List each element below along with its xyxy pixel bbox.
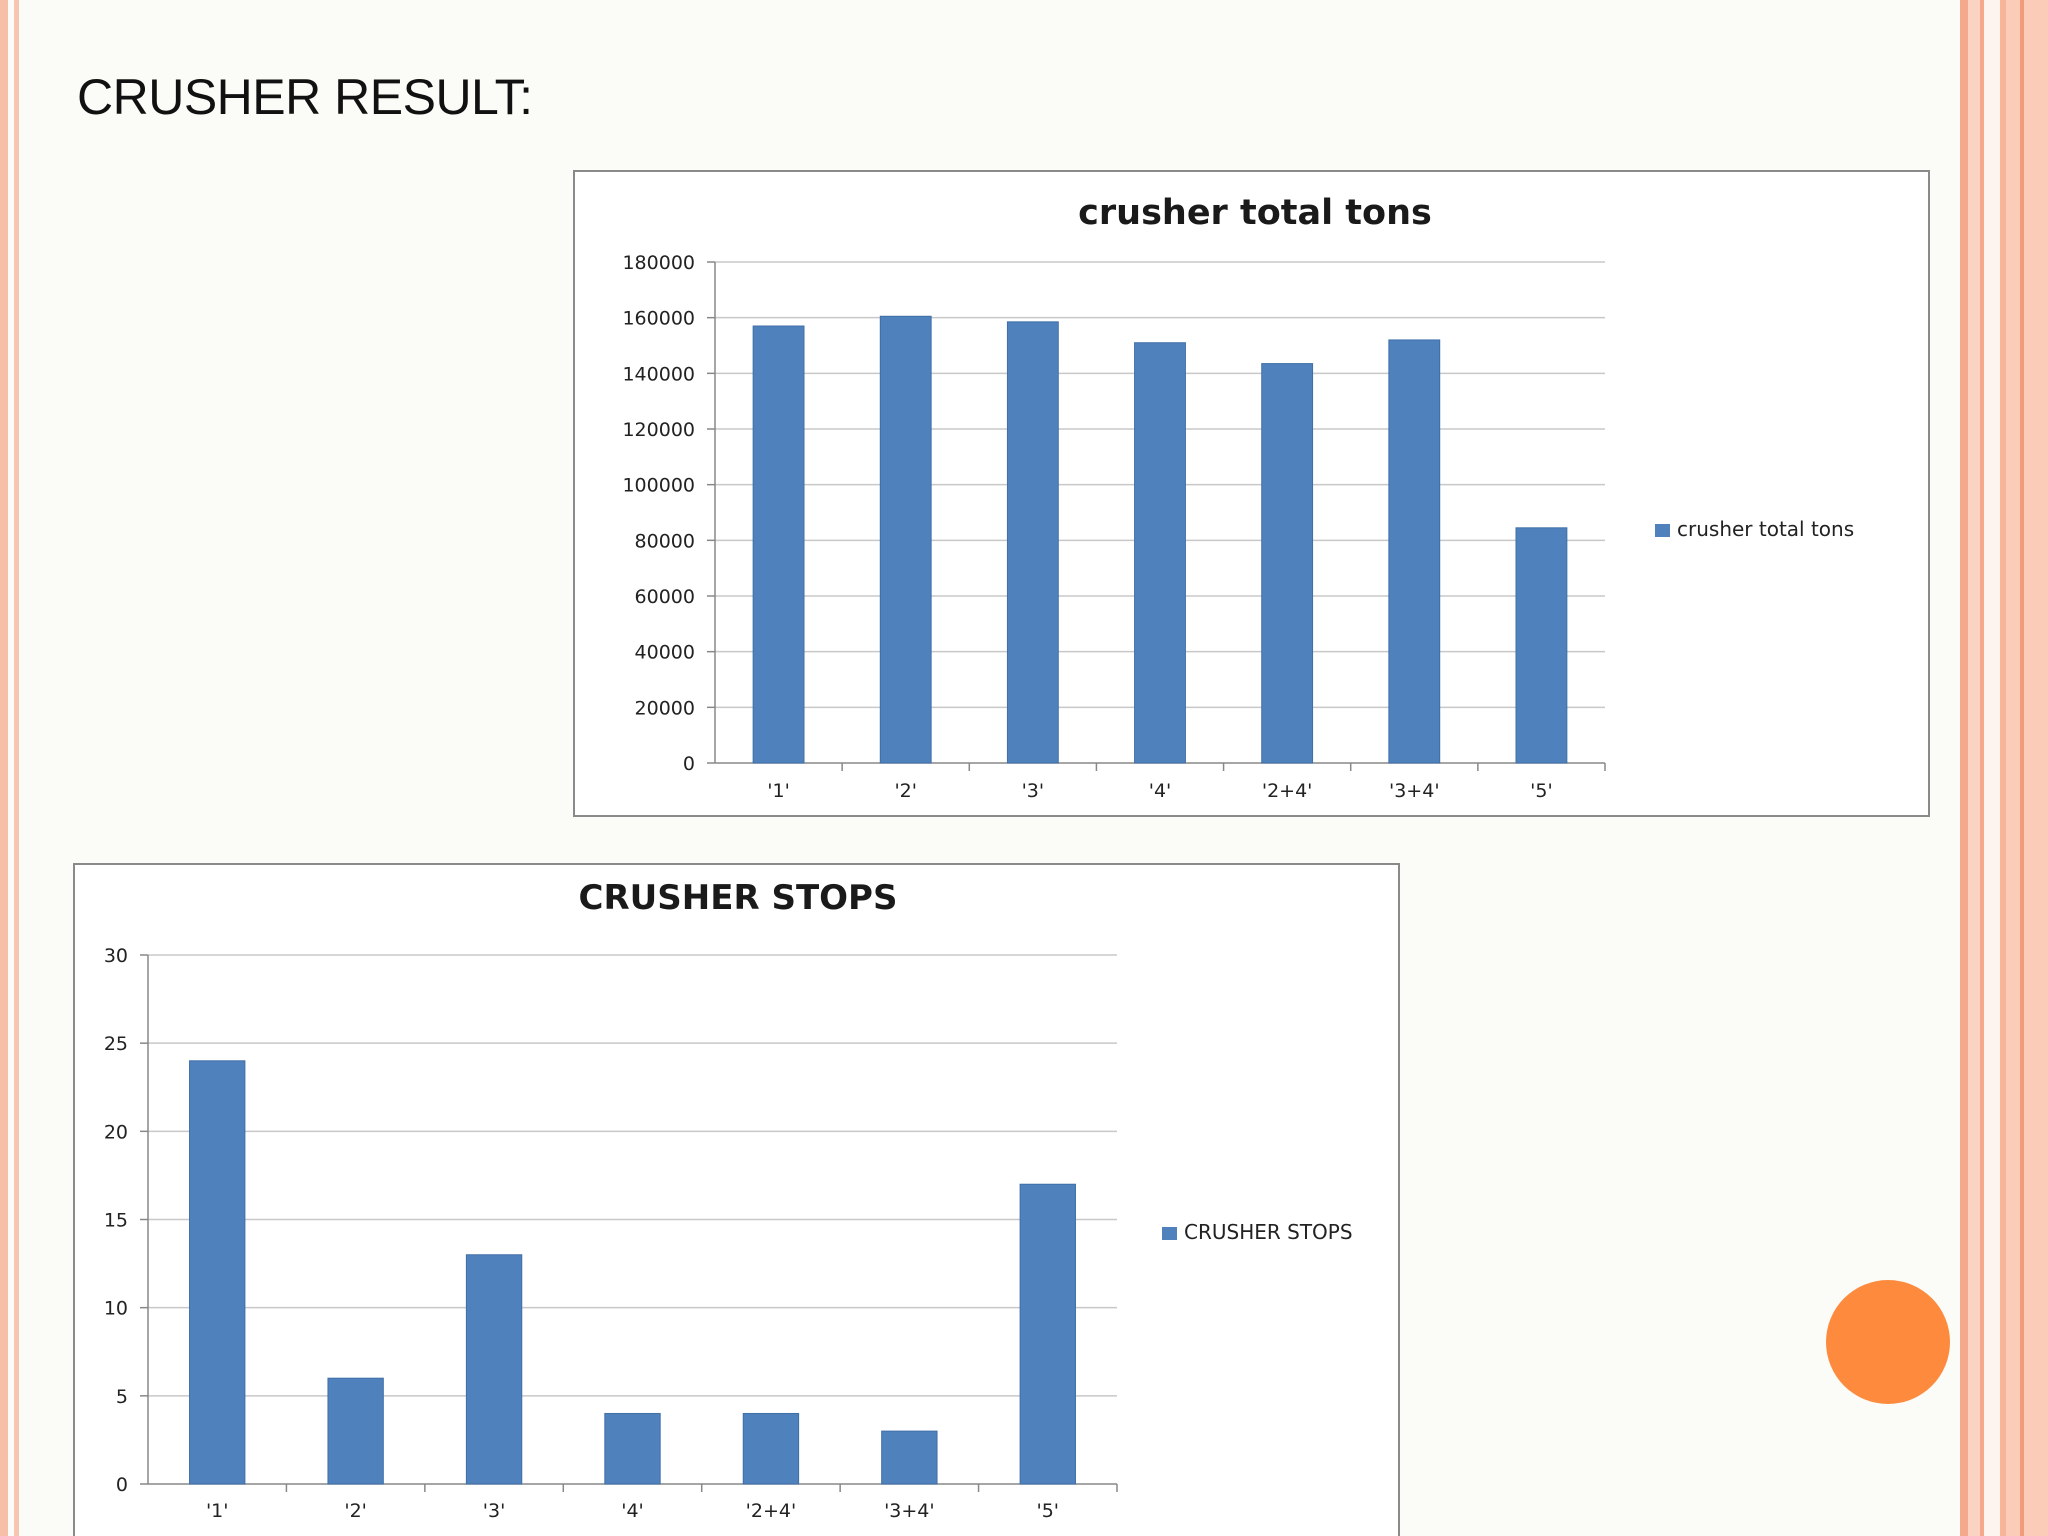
right-border-decoration	[1960, 0, 1968, 1536]
chart-crusher-stops: CRUSHER STOPS 0 5 10 15 20 25 30 '1' '2' '3' '4' '2+…	[73, 863, 1400, 1536]
x-tick-label: '3'	[483, 1500, 506, 1522]
bar	[881, 1430, 938, 1485]
y-tick-label: 60000	[635, 586, 695, 608]
y-tick-label: 30	[104, 945, 128, 967]
y-tick-label: 140000	[622, 363, 695, 385]
legend-label: CRUSHER STOPS	[1184, 1220, 1353, 1244]
x-tick-label: '2+4'	[746, 1500, 797, 1522]
bar	[752, 325, 805, 764]
x-tick-label: '5'	[1530, 780, 1553, 802]
y-tick-label: 10	[104, 1298, 128, 1320]
orange-circle-decoration	[1826, 1280, 1950, 1404]
bar	[189, 1060, 246, 1485]
bar	[327, 1377, 384, 1485]
x-tick-label: '4'	[621, 1500, 644, 1522]
bar	[1388, 339, 1441, 764]
y-tick-label: 180000	[622, 252, 695, 274]
y-tick-label: 0	[116, 1474, 128, 1496]
bar	[1134, 342, 1186, 764]
legend-swatch	[1655, 524, 1670, 537]
bar	[1019, 1183, 1076, 1485]
y-tick-label: 40000	[635, 642, 695, 664]
x-tick-label: '1'	[767, 780, 790, 802]
right-border-decoration	[2006, 0, 2020, 1536]
bar	[1006, 321, 1059, 764]
chart-crusher-total-tons: crusher total tons 0 20000 40000 60000 80000 1…	[573, 170, 1930, 817]
chart-title: crusher total tons	[1078, 193, 1432, 233]
left-border-decoration	[0, 0, 8, 1536]
bar	[465, 1254, 523, 1485]
bar	[604, 1412, 661, 1485]
x-tick-label: '4'	[1149, 780, 1172, 802]
y-tick-label: 5	[116, 1386, 128, 1408]
slide-title: CRUSHER RESULT:	[77, 69, 533, 125]
bar	[742, 1412, 800, 1485]
x-tick-label: '2'	[894, 780, 917, 802]
y-tick-label: 100000	[622, 475, 695, 497]
chart-svg: CRUSHER STOPS 0 5 10 15 20 25 30 '1' '2' '3' '4' '2+…	[104, 878, 1353, 1522]
x-tick-label: '5'	[1037, 1500, 1060, 1522]
left-border-decoration-inner	[14, 0, 19, 1536]
bar	[1261, 363, 1314, 764]
right-border-decoration	[1968, 0, 1980, 1536]
y-tick-label: 80000	[635, 530, 695, 552]
y-tick-label: 160000	[622, 308, 695, 330]
x-tick-label: '1'	[206, 1500, 229, 1522]
x-tick-label: '2+4'	[1262, 780, 1313, 802]
bar	[1515, 527, 1568, 764]
right-border-decoration	[1980, 0, 1984, 1536]
x-tick-label: '3'	[1022, 780, 1045, 802]
y-tick-label: 0	[683, 753, 695, 775]
legend-label: crusher total tons	[1677, 517, 1854, 541]
bar	[879, 315, 932, 764]
x-tick-label: '3+4'	[884, 1500, 935, 1522]
x-tick-label: '3+4'	[1389, 780, 1440, 802]
right-border-decoration	[2000, 0, 2006, 1536]
chart-title: CRUSHER STOPS	[579, 878, 898, 918]
x-tick-label: '2'	[344, 1500, 367, 1522]
y-tick-label: 25	[104, 1033, 128, 1055]
chart-svg: crusher total tons 0 20000 40000 60000 80000 1…	[622, 193, 1854, 802]
right-border-decoration	[1984, 0, 2000, 1536]
y-tick-label: 20000	[635, 697, 695, 719]
right-border-decoration	[2024, 0, 2048, 1536]
legend-swatch	[1162, 1227, 1177, 1240]
y-tick-label: 120000	[622, 419, 695, 441]
y-tick-label: 15	[104, 1210, 128, 1232]
y-tick-label: 20	[104, 1121, 128, 1143]
right-border-decoration	[2020, 0, 2024, 1536]
